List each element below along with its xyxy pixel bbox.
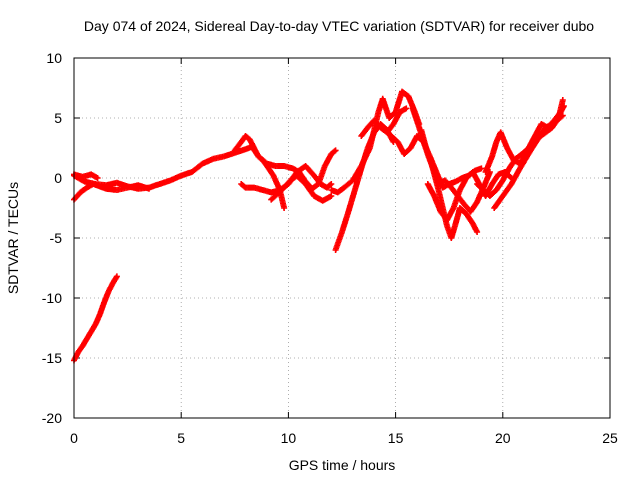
series-track-r <box>491 112 566 211</box>
x-tick-label: 25 <box>602 430 618 446</box>
data-point <box>281 205 288 211</box>
x-axis-label: GPS time / hours <box>289 457 396 473</box>
y-tick-label: 0 <box>54 170 62 186</box>
x-tick-label: 0 <box>70 430 78 446</box>
data-point <box>113 273 120 280</box>
data-point <box>332 147 339 154</box>
data-point <box>94 175 101 181</box>
chart-title: Day 074 of 2024, Sidereal Day-to-day VTE… <box>84 18 594 34</box>
series-track-j <box>332 121 397 253</box>
series-track-d <box>71 273 120 364</box>
x-tick-label: 20 <box>495 430 511 446</box>
y-tick-label: 5 <box>54 110 62 126</box>
data-point <box>559 97 566 103</box>
axis-tick-labels: 0 5 10 15 20 25 -20 -15 -10 -5 0 5 10 <box>42 50 618 446</box>
plot-border <box>73 57 611 419</box>
series-track-k <box>358 105 410 139</box>
data-point <box>559 112 566 119</box>
data-point <box>403 105 410 112</box>
x-tick-label: 10 <box>281 430 297 446</box>
x-tick-label: 5 <box>177 430 185 446</box>
data-point <box>328 181 335 187</box>
x-tick-label: 15 <box>388 430 404 446</box>
series-track-b <box>71 181 152 203</box>
y-tick-label: 10 <box>46 50 62 66</box>
y-tick-label: -20 <box>42 410 62 426</box>
y-axis-label: SDTVAR / TECUs <box>5 182 21 294</box>
data-point <box>327 181 334 188</box>
data-point <box>328 193 335 199</box>
series-track-h <box>268 172 335 204</box>
y-tick-label: -10 <box>42 290 62 306</box>
y-tick-label: -5 <box>50 230 63 246</box>
data-point <box>331 148 338 155</box>
y-tick-label: -15 <box>42 350 62 366</box>
data-point <box>146 185 152 192</box>
data-point <box>474 229 481 235</box>
series-track-n <box>418 127 493 215</box>
data-point <box>478 165 485 172</box>
data-points <box>71 88 567 364</box>
